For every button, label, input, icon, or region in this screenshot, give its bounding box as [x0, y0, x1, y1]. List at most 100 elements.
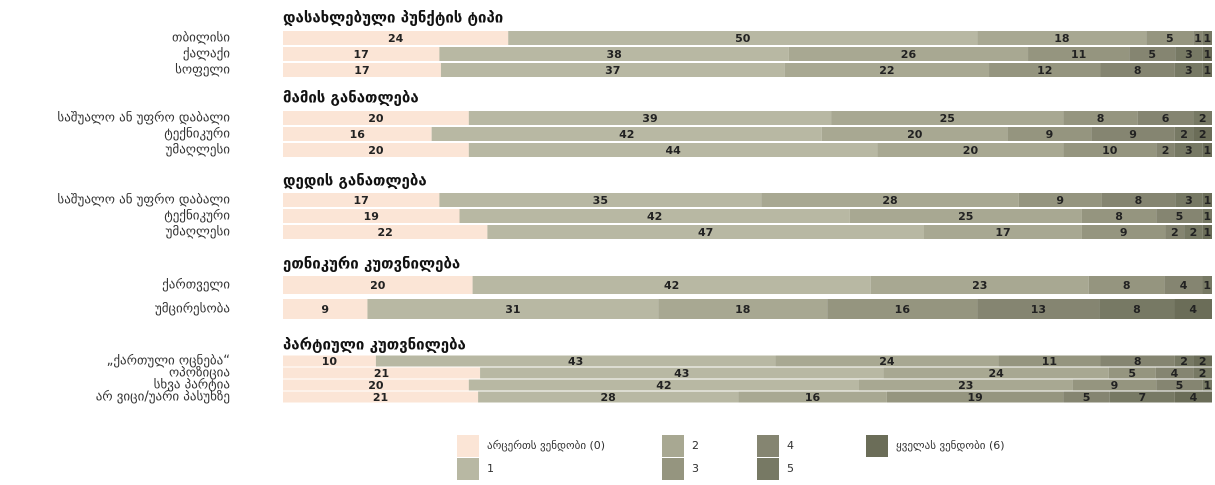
- bar-segment: [283, 209, 460, 223]
- data-label: 8: [1115, 210, 1123, 223]
- bar-segment: [1018, 193, 1102, 207]
- bar-segment: [989, 63, 1101, 77]
- bar-segment: [283, 225, 488, 239]
- row-label: სხვა პარტია: [154, 378, 230, 393]
- data-label: 9: [1056, 194, 1064, 207]
- bar-segment: [459, 209, 850, 223]
- data-label: 28: [882, 194, 897, 207]
- bar-segment: [1202, 47, 1212, 61]
- data-label: 38: [606, 48, 621, 61]
- bar-segment: [858, 379, 1073, 391]
- bar-segment: [1146, 31, 1194, 45]
- bar-segment: [283, 299, 368, 319]
- bar-segment: [1175, 193, 1203, 207]
- data-label: 20: [963, 144, 979, 157]
- bar-segment: [1091, 127, 1175, 141]
- data-label: 26: [901, 48, 917, 61]
- legend-swatch: [662, 435, 684, 457]
- data-label: 19: [967, 391, 982, 404]
- bar-segment: [1202, 193, 1212, 207]
- data-label: 2: [1180, 355, 1188, 368]
- data-label: 9: [1120, 226, 1128, 239]
- data-label: 2: [1199, 112, 1207, 125]
- legend-swatch: [866, 435, 888, 457]
- data-label: 3: [1185, 48, 1193, 61]
- data-label: 1: [1204, 210, 1212, 223]
- bar-segment: [480, 367, 884, 379]
- bar-segment: [1100, 355, 1175, 367]
- data-label: 2: [1199, 367, 1207, 380]
- data-label: 23: [958, 379, 973, 392]
- data-label: 50: [735, 32, 751, 45]
- bar-segment: [924, 225, 1082, 239]
- data-label: 47: [698, 226, 713, 239]
- data-label: 42: [664, 279, 679, 292]
- data-label: 1: [1204, 48, 1212, 61]
- bar-segment: [487, 225, 925, 239]
- bar-segment: [1165, 225, 1185, 239]
- bar-segment: [1137, 111, 1194, 125]
- bar-segment: [886, 391, 1064, 403]
- data-label: 1: [1204, 64, 1212, 77]
- bar-segment: [1175, 47, 1203, 61]
- data-label: 24: [388, 32, 404, 45]
- data-label: 2: [1199, 128, 1207, 141]
- bar-segment: [283, 127, 432, 141]
- data-label: 4: [1189, 303, 1197, 316]
- data-label: 18: [735, 303, 750, 316]
- bar-segment: [468, 379, 859, 391]
- data-label: 8: [1123, 279, 1131, 292]
- data-label: 20: [368, 144, 384, 157]
- data-label: 2: [1171, 226, 1179, 239]
- bar-segment: [870, 276, 1089, 294]
- bar-segment: [283, 391, 479, 403]
- data-label: 3: [1185, 64, 1193, 77]
- legend-swatch: [457, 458, 479, 480]
- data-label: 20: [370, 279, 386, 292]
- bar-segment: [283, 355, 376, 367]
- bar-segment: [1193, 111, 1212, 125]
- bar-segment: [831, 111, 1064, 125]
- data-label: 42: [647, 210, 662, 223]
- bar-segment: [508, 31, 978, 45]
- data-label: 21: [374, 367, 389, 380]
- data-label: 16: [895, 303, 911, 316]
- data-label: 8: [1134, 355, 1142, 368]
- bar-segment: [439, 47, 789, 61]
- data-label: 25: [958, 210, 973, 223]
- data-label: 9: [1046, 128, 1054, 141]
- bar-segment: [1100, 63, 1175, 77]
- data-label: 17: [995, 226, 1010, 239]
- bar-segment: [1193, 355, 1212, 367]
- bar-segment: [1129, 47, 1176, 61]
- group-title: პარტიული კუთვნილება: [283, 336, 466, 354]
- bar-segment: [1202, 63, 1212, 77]
- data-label: 5: [1166, 32, 1174, 45]
- data-label: 5: [1148, 48, 1156, 61]
- row-label: ტექნიკური: [164, 127, 230, 142]
- bar-segment: [788, 47, 1029, 61]
- data-label: 9: [1129, 128, 1137, 141]
- data-label: 5: [1083, 391, 1091, 404]
- data-label: 2: [1162, 144, 1170, 157]
- bar-segment: [1174, 299, 1212, 319]
- bar-segment: [1174, 355, 1194, 367]
- bar-segment: [1193, 127, 1212, 141]
- data-label: 37: [605, 64, 620, 77]
- bar-segment: [440, 63, 785, 77]
- data-label: 3: [1185, 194, 1193, 207]
- row-label: თბილისი: [172, 31, 230, 46]
- data-label: 18: [1054, 32, 1069, 45]
- row-label: ოპოზიცია: [169, 366, 230, 381]
- bar-segment: [367, 299, 659, 319]
- legend-label: 1: [487, 462, 494, 475]
- bar-segment: [283, 63, 441, 77]
- bar-segment: [1174, 127, 1194, 141]
- bar-segment: [468, 111, 832, 125]
- data-label: 8: [1097, 112, 1105, 125]
- bar-segment: [1202, 31, 1212, 45]
- row-label: ქალაქი: [183, 47, 230, 62]
- bar-segment: [883, 367, 1109, 379]
- data-label: 5: [1176, 379, 1184, 392]
- data-label: 43: [674, 367, 689, 380]
